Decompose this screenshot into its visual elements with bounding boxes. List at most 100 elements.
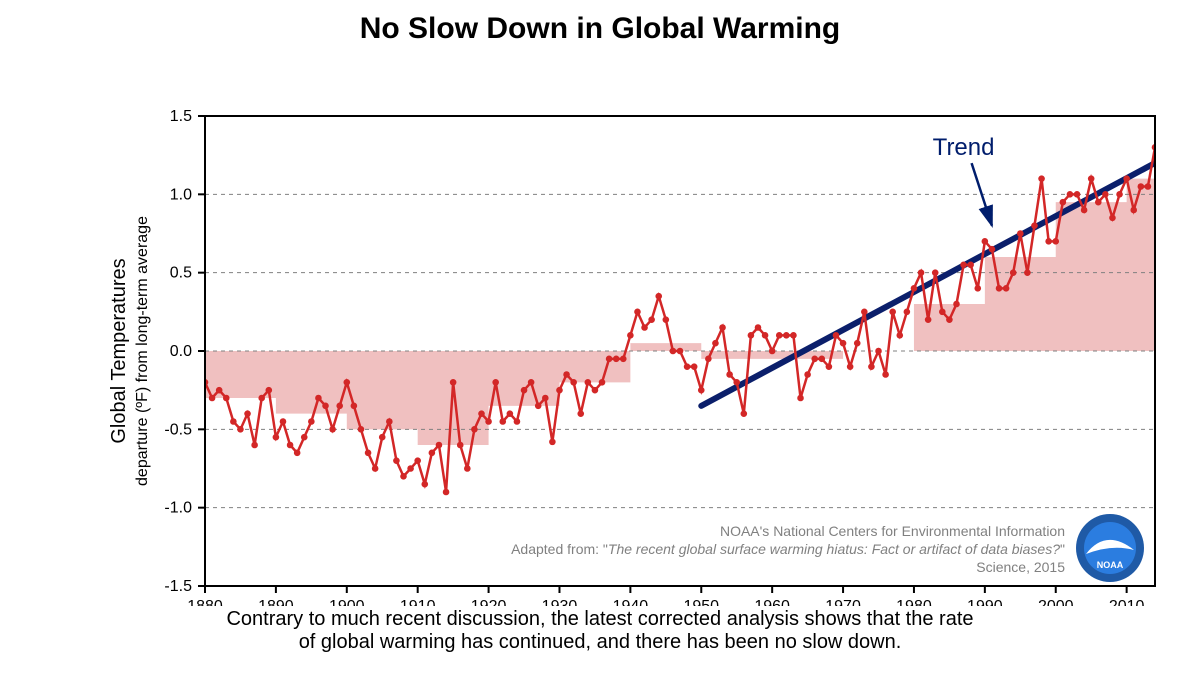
temperature-marker (379, 434, 386, 441)
temperature-marker (436, 442, 443, 449)
temperature-marker (223, 395, 230, 402)
temperature-marker (336, 403, 343, 410)
x-tick-label: 1970 (825, 598, 861, 606)
temperature-marker (982, 238, 989, 245)
temperature-marker (776, 332, 783, 339)
temperature-marker (882, 371, 889, 378)
temperature-marker (655, 293, 662, 300)
temperature-marker (1081, 207, 1088, 214)
temperature-marker (911, 285, 918, 292)
temperature-marker (507, 410, 514, 417)
temperature-marker (918, 269, 925, 276)
temperature-marker (393, 457, 400, 464)
temperature-marker (343, 379, 350, 386)
temperature-marker (1045, 238, 1052, 245)
temperature-marker (889, 309, 896, 316)
y-tick-label: -1.0 (164, 500, 192, 517)
temperature-marker (726, 371, 733, 378)
temperature-marker (932, 269, 939, 276)
temperature-marker (308, 418, 315, 425)
temperature-marker (1024, 269, 1031, 276)
temperature-marker (585, 379, 592, 386)
temperature-marker (216, 387, 223, 394)
temperature-marker (266, 387, 273, 394)
temperature-marker (521, 387, 528, 394)
temperature-marker (818, 356, 825, 363)
temperature-marker (492, 379, 499, 386)
x-tick-label: 1990 (967, 598, 1003, 606)
temperature-marker (542, 395, 549, 402)
chart-title: No Slow Down in Global Warming (0, 0, 1200, 46)
temperature-marker (1060, 199, 1067, 206)
temperature-marker (1138, 183, 1145, 190)
temperature-marker (748, 332, 755, 339)
temperature-marker (301, 434, 308, 441)
temperature-marker (677, 348, 684, 355)
temperature-marker (606, 356, 613, 363)
temperature-marker (599, 379, 606, 386)
temperature-marker (1052, 238, 1059, 245)
temperature-marker (868, 363, 875, 370)
temperature-marker (570, 379, 577, 386)
temperature-marker (251, 442, 258, 449)
temperature-marker (322, 403, 329, 410)
temperature-marker (1102, 191, 1109, 198)
temperature-marker (939, 309, 946, 316)
temperature-marker (719, 324, 726, 331)
noaa-logo: NOAA (1076, 514, 1144, 582)
temperature-marker (386, 418, 393, 425)
temperature-marker (1123, 175, 1130, 182)
temperature-marker (407, 465, 414, 472)
svg-text:Global Temperatures: Global Temperatures (108, 258, 130, 443)
temperature-marker (315, 395, 322, 402)
temperature-marker (797, 395, 804, 402)
temperature-marker (648, 316, 655, 323)
caption-line2: of global warming has continued, and the… (0, 631, 1200, 654)
temperature-marker (960, 262, 967, 269)
temperature-marker (329, 426, 336, 433)
temperature-marker (762, 332, 769, 339)
temperature-marker (620, 356, 627, 363)
temperature-marker (904, 309, 911, 316)
svg-text:departure (ºF) from long-term: departure (ºF) from long-term average (134, 216, 151, 486)
temperature-marker (457, 442, 464, 449)
temperature-marker (663, 316, 670, 323)
y-axis-label: Global Temperaturesdeparture (ºF) from l… (108, 216, 151, 486)
temperature-marker (1010, 269, 1017, 276)
temperature-marker (691, 363, 698, 370)
temperature-marker (1145, 183, 1152, 190)
decade-avg-area (205, 179, 1155, 445)
temperature-marker (478, 410, 485, 417)
x-tick-label: 1930 (542, 598, 578, 606)
temperature-marker (1017, 230, 1024, 237)
temperature-marker (741, 410, 748, 417)
temperature-marker (1095, 199, 1102, 206)
temperature-marker (1031, 222, 1038, 229)
temperature-marker (556, 387, 563, 394)
temperature-marker (244, 410, 251, 417)
x-tick-label: 1940 (613, 598, 649, 606)
chart-svg: 1880189019001910192019301940195019601970… (0, 46, 1200, 606)
source-line3: Science, 2015 (976, 559, 1065, 575)
temperature-marker (705, 356, 712, 363)
temperature-marker (443, 489, 450, 496)
temperature-marker (1116, 191, 1123, 198)
temperature-marker (826, 363, 833, 370)
temperature-marker (641, 324, 648, 331)
y-tick-label: 0.5 (170, 265, 192, 282)
y-tick-label: -1.5 (164, 578, 192, 595)
temperature-marker (365, 450, 372, 457)
temperature-marker (514, 418, 521, 425)
temperature-marker (563, 371, 570, 378)
temperature-marker (946, 316, 953, 323)
temperature-marker (840, 340, 847, 347)
x-tick-label: 2010 (1109, 598, 1145, 606)
x-tick-label: 2000 (1038, 598, 1074, 606)
temperature-marker (875, 348, 882, 355)
temperature-marker (499, 418, 506, 425)
temperature-marker (684, 363, 691, 370)
y-tick-label: 0.0 (170, 343, 192, 360)
temperature-marker (670, 348, 677, 355)
x-tick-label: 1950 (683, 598, 719, 606)
temperature-marker (230, 418, 237, 425)
